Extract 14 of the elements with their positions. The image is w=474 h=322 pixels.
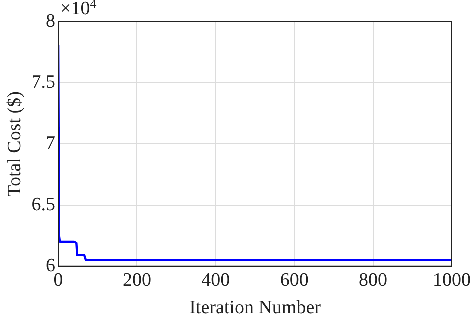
y-axis-title: Total Cost ($) xyxy=(4,92,26,197)
y-tick-label: 8 xyxy=(46,10,56,32)
y-tick-label: 7 xyxy=(46,133,56,154)
x-tick-label: 1000 xyxy=(433,270,471,291)
line-series xyxy=(58,44,452,262)
x-tick-label: 200 xyxy=(122,270,152,291)
x-tick-label: 0 xyxy=(54,270,64,291)
y-tick-label: 7.5 xyxy=(32,72,56,94)
y-tick-label: 6 xyxy=(46,255,56,276)
x-tick-label: 800 xyxy=(359,270,388,291)
x-axis-title: Iteration Number xyxy=(190,298,322,319)
x-tick-label: 600 xyxy=(280,270,309,291)
x-tick-label: 400 xyxy=(202,270,230,291)
y-tick-label: 6.5 xyxy=(32,194,56,216)
